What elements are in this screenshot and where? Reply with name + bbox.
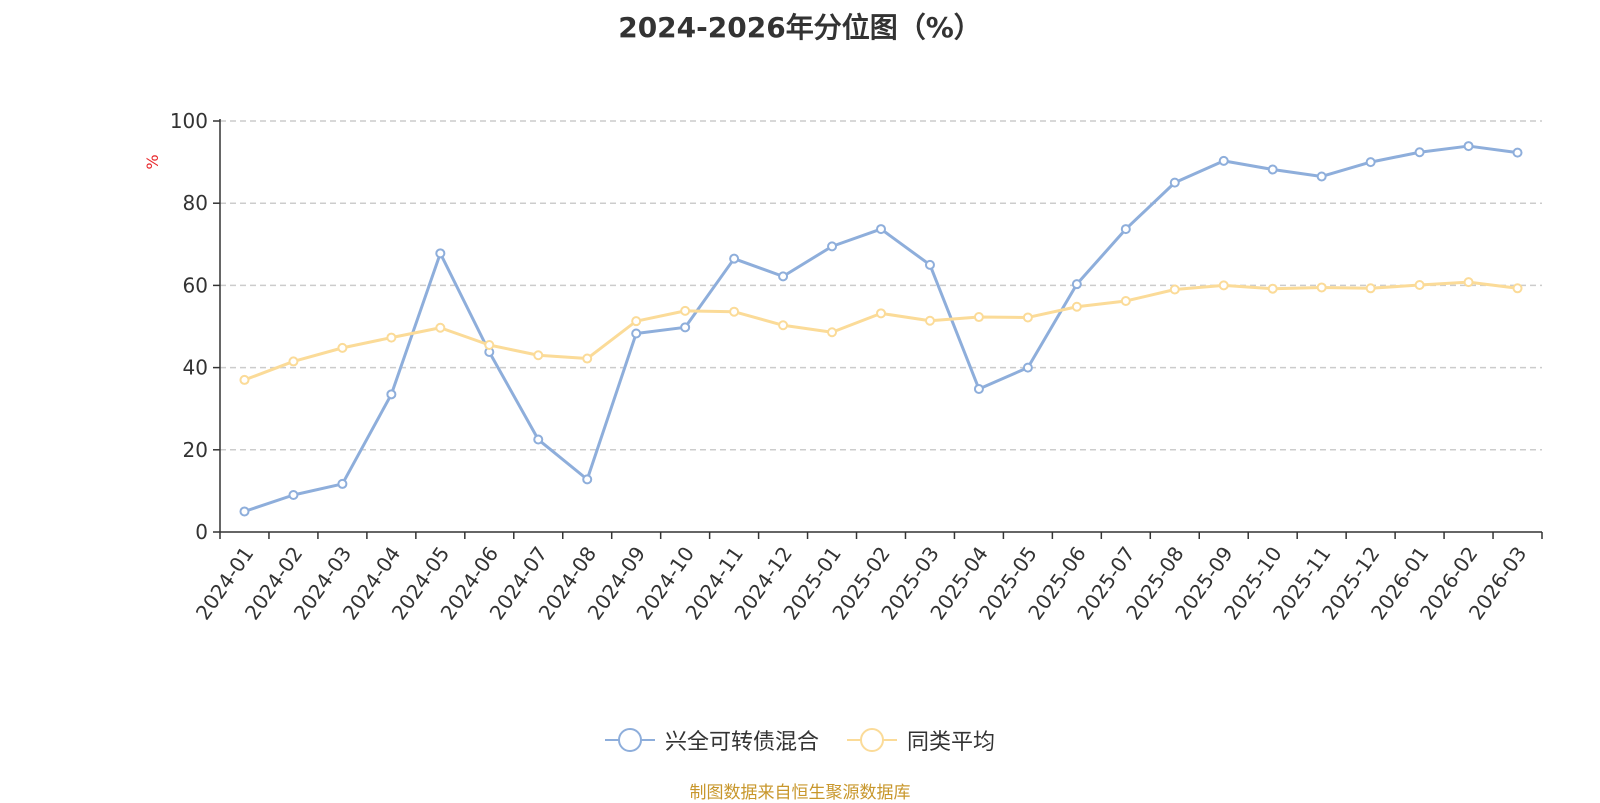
data-point-series-1[interactable]	[386, 389, 397, 400]
data-point-series-1[interactable]	[1071, 279, 1082, 290]
series-line-2	[243, 280, 1518, 382]
legend-marker-series-1	[604, 728, 655, 752]
legend-label-series-2: 同类平均	[907, 730, 996, 755]
data-point-series-2[interactable]	[1022, 312, 1033, 323]
data-point-series-2[interactable]	[827, 327, 838, 338]
data-point-series-1[interactable]	[337, 478, 348, 489]
series-lines	[239, 141, 1523, 517]
data-point-series-1[interactable]	[973, 383, 984, 394]
data-point-series-1[interactable]	[876, 224, 886, 235]
data-point-series-1[interactable]	[1414, 147, 1425, 158]
data-point-series-2[interactable]	[631, 316, 642, 327]
data-point-series-2[interactable]	[1512, 283, 1523, 294]
chart-title: 2024-2026年分位图（%）	[618, 11, 982, 44]
data-point-series-2[interactable]	[484, 339, 495, 350]
axes: 0204060801002024-012024-022024-032024-04…	[170, 109, 1543, 624]
legend-label-series-1: 兴全可转债混合	[664, 730, 819, 755]
data-point-series-1[interactable]	[239, 506, 250, 517]
data-point-series-2[interactable]	[435, 322, 446, 333]
legend: 兴全可转债混合 同类平均	[0, 724, 1600, 756]
data-point-series-2[interactable]	[288, 356, 299, 367]
y-tick-label: 20	[183, 438, 208, 462]
data-point-series-1[interactable]	[1512, 147, 1523, 158]
y-tick-label: 80	[183, 191, 208, 215]
data-point-series-2[interactable]	[1316, 282, 1327, 293]
data-point-series-2[interactable]	[1169, 284, 1180, 295]
y-tick-label: 100	[170, 109, 208, 133]
data-point-series-2[interactable]	[778, 320, 789, 331]
data-point-series-1[interactable]	[729, 253, 740, 264]
data-point-series-1[interactable]	[582, 474, 593, 485]
data-point-series-2[interactable]	[239, 374, 250, 385]
data-point-series-1[interactable]	[1365, 157, 1376, 168]
data-point-series-2[interactable]	[386, 332, 397, 343]
legend-marker-series-2	[847, 728, 897, 752]
data-point-series-2[interactable]	[1267, 283, 1278, 294]
y-tick-label: 0	[195, 520, 208, 544]
data-point-series-1[interactable]	[924, 259, 935, 270]
data-point-series-1[interactable]	[778, 271, 789, 282]
data-point-series-1[interactable]	[827, 241, 838, 252]
data-point-series-1[interactable]	[1267, 164, 1278, 175]
data-point-series-1[interactable]	[1022, 362, 1033, 373]
data-point-series-1[interactable]	[631, 328, 642, 339]
data-point-series-2[interactable]	[533, 350, 544, 361]
source-note: 制图数据来自恒生聚源数据库	[689, 783, 911, 803]
data-point-series-2[interactable]	[337, 342, 348, 353]
data-point-series-1[interactable]	[1463, 141, 1474, 152]
data-point-series-2[interactable]	[729, 306, 740, 317]
y-tick-label: 60	[183, 273, 208, 297]
data-point-series-2[interactable]	[973, 312, 984, 323]
data-point-series-1[interactable]	[1316, 171, 1327, 182]
data-point-series-2[interactable]	[1218, 280, 1229, 291]
data-point-series-2[interactable]	[1071, 301, 1082, 312]
data-point-series-2[interactable]	[924, 315, 935, 326]
y-axis-label: %	[143, 154, 162, 169]
data-point-series-2[interactable]	[1414, 279, 1425, 290]
data-point-series-2[interactable]	[1463, 277, 1474, 288]
data-point-series-1[interactable]	[1120, 224, 1131, 235]
legend-item-series-1[interactable]: 兴全可转债混合	[604, 724, 819, 756]
data-point-series-1[interactable]	[533, 434, 544, 445]
data-point-series-2[interactable]	[1365, 283, 1376, 294]
data-point-series-2[interactable]	[680, 305, 691, 316]
legend-item-series-2[interactable]: 同类平均	[847, 724, 995, 756]
data-point-series-1[interactable]	[435, 248, 446, 259]
data-point-series-2[interactable]	[1120, 296, 1131, 307]
data-point-series-1[interactable]	[288, 490, 299, 501]
y-tick-label: 40	[183, 356, 208, 380]
data-point-series-1[interactable]	[680, 322, 691, 333]
data-point-series-1[interactable]	[1169, 177, 1180, 188]
data-point-series-1[interactable]	[1218, 155, 1229, 166]
data-point-series-2[interactable]	[582, 353, 593, 364]
data-point-series-2[interactable]	[876, 308, 886, 319]
